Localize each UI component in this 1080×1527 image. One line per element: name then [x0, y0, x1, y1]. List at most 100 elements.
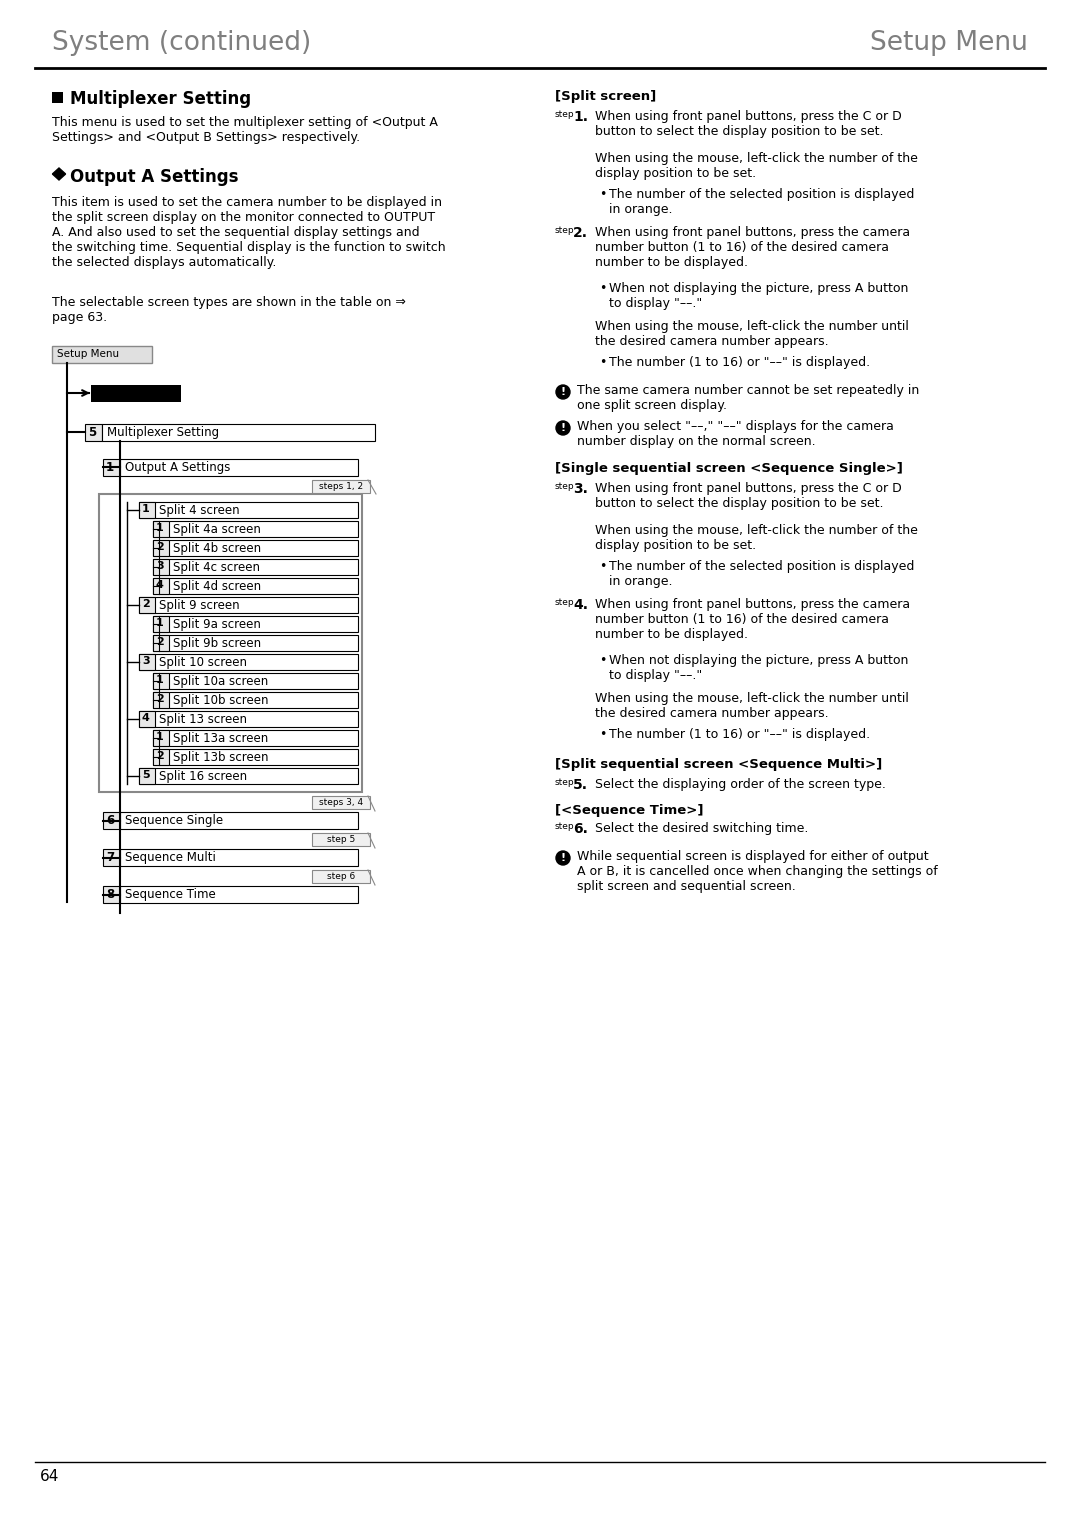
Bar [139, 597, 156, 612]
Text: 2: 2 [156, 542, 164, 551]
Text: 1: 1 [156, 618, 164, 628]
Text: Split 13a screen: Split 13a screen [173, 731, 268, 745]
Bar [153, 559, 357, 576]
Bar [91, 385, 181, 402]
Text: The number of the selected position is displayed
in orange.: The number of the selected position is d… [609, 560, 915, 588]
Text: Sequence Multi: Sequence Multi [125, 851, 216, 864]
Bar [153, 730, 357, 747]
Text: System: System [107, 386, 159, 400]
Circle shape [556, 851, 570, 864]
Bar [153, 692, 168, 709]
Text: When not displaying the picture, press A button
to display "––.": When not displaying the picture, press A… [609, 654, 908, 683]
Bar [139, 768, 357, 783]
Text: •: • [599, 188, 606, 202]
Text: Setup Menu: Setup Menu [870, 31, 1028, 56]
Text: 2.: 2. [573, 226, 588, 240]
Bar [85, 425, 102, 441]
Text: Split 4 screen: Split 4 screen [159, 504, 240, 518]
Text: Split 9 screen: Split 9 screen [159, 599, 240, 612]
Text: step 5: step 5 [327, 835, 355, 844]
Text: Sequence Time: Sequence Time [125, 889, 216, 901]
Text: steps 1, 2: steps 1, 2 [319, 483, 363, 492]
Text: Split 9b screen: Split 9b screen [173, 637, 261, 651]
Bar [153, 635, 357, 651]
Bar [139, 597, 357, 612]
Text: 5.: 5. [573, 777, 588, 793]
Text: 1: 1 [156, 731, 164, 742]
Text: 6.: 6. [573, 822, 588, 835]
Text: !: ! [561, 386, 566, 397]
Bar [120, 886, 357, 902]
Bar [102, 425, 375, 441]
Polygon shape [53, 168, 66, 180]
Bar [120, 849, 357, 866]
Bar [103, 849, 120, 866]
Text: Split 4a screen: Split 4a screen [173, 524, 261, 536]
Bar [139, 502, 357, 518]
Text: When using the mouse, left-click the number of the
display position to be set.: When using the mouse, left-click the num… [595, 524, 918, 551]
Bar [153, 579, 357, 594]
Bar [153, 541, 168, 556]
Bar [99, 495, 362, 793]
Text: Multiplexer Setting: Multiplexer Setting [107, 426, 219, 438]
Text: Split 13b screen: Split 13b screen [173, 751, 269, 764]
Circle shape [556, 385, 570, 399]
Text: [<Sequence Time>]: [<Sequence Time>] [555, 805, 703, 817]
Text: While sequential screen is displayed for either of output
A or B, it is cancelle: While sequential screen is displayed for… [577, 851, 937, 893]
Bar [153, 559, 168, 576]
Bar [120, 460, 357, 476]
Text: 3.: 3. [573, 483, 588, 496]
Text: 8: 8 [106, 889, 114, 901]
Text: Split 4c screen: Split 4c screen [173, 560, 260, 574]
Text: step: step [555, 483, 575, 492]
Bar [103, 886, 120, 902]
Bar [153, 579, 168, 594]
Text: Split 10a screen: Split 10a screen [173, 675, 268, 689]
Text: Select the displaying order of the screen type.: Select the displaying order of the scree… [595, 777, 886, 791]
Bar [153, 750, 168, 765]
Text: 1.: 1. [573, 110, 588, 124]
Text: step: step [555, 777, 575, 786]
Text: When using the mouse, left-click the number of the
display position to be set.: When using the mouse, left-click the num… [595, 153, 918, 180]
Text: [Single sequential screen <Sequence Single>]: [Single sequential screen <Sequence Sing… [555, 463, 903, 475]
Bar [153, 615, 357, 632]
Text: Output A Settings: Output A Settings [125, 461, 230, 473]
Bar [139, 502, 156, 518]
Text: Split 10b screen: Split 10b screen [173, 693, 269, 707]
Text: Select the desired switching time.: Select the desired switching time. [595, 822, 808, 835]
Bar [52, 347, 152, 363]
Bar [312, 479, 370, 493]
Text: 2: 2 [141, 599, 150, 609]
Bar [52, 92, 63, 102]
Text: 1: 1 [106, 461, 114, 473]
Text: 6: 6 [106, 814, 114, 828]
Text: 3: 3 [141, 657, 150, 666]
Text: This menu is used to set the multiplexer setting of <Output A
Settings> and <Out: This menu is used to set the multiplexer… [52, 116, 437, 144]
Text: System (continued): System (continued) [52, 31, 311, 56]
Bar [103, 460, 120, 476]
Text: 64: 64 [40, 1469, 59, 1484]
Text: When using the mouse, left-click the number until
the desired camera number appe: When using the mouse, left-click the num… [595, 321, 909, 348]
Text: 4.: 4. [573, 599, 588, 612]
Text: Setup Menu: Setup Menu [57, 350, 119, 359]
Text: •: • [599, 356, 606, 370]
Text: When using front panel buttons, press the C or D
button to select the display po: When using front panel buttons, press th… [595, 110, 902, 137]
Text: 3: 3 [156, 560, 164, 571]
Bar [153, 730, 168, 747]
Text: •: • [599, 654, 606, 667]
Text: Split 4d screen: Split 4d screen [173, 580, 261, 592]
Bar [153, 673, 357, 689]
Bar [120, 812, 357, 829]
Text: 7: 7 [106, 851, 114, 864]
Text: When using front panel buttons, press the C or D
button to select the display po: When using front panel buttons, press th… [595, 483, 902, 510]
Text: Sequence Single: Sequence Single [125, 814, 224, 828]
Text: Multiplexer Setting: Multiplexer Setting [70, 90, 252, 108]
Text: step: step [555, 110, 575, 119]
Text: 1: 1 [141, 504, 150, 515]
Text: [Split screen]: [Split screen] [555, 90, 657, 102]
Text: The same camera number cannot be set repeatedly in
one split screen display.: The same camera number cannot be set rep… [577, 383, 919, 412]
Text: •: • [599, 282, 606, 295]
Text: 4: 4 [141, 713, 150, 722]
Text: The number of the selected position is displayed
in orange.: The number of the selected position is d… [609, 188, 915, 215]
Bar [153, 521, 168, 538]
